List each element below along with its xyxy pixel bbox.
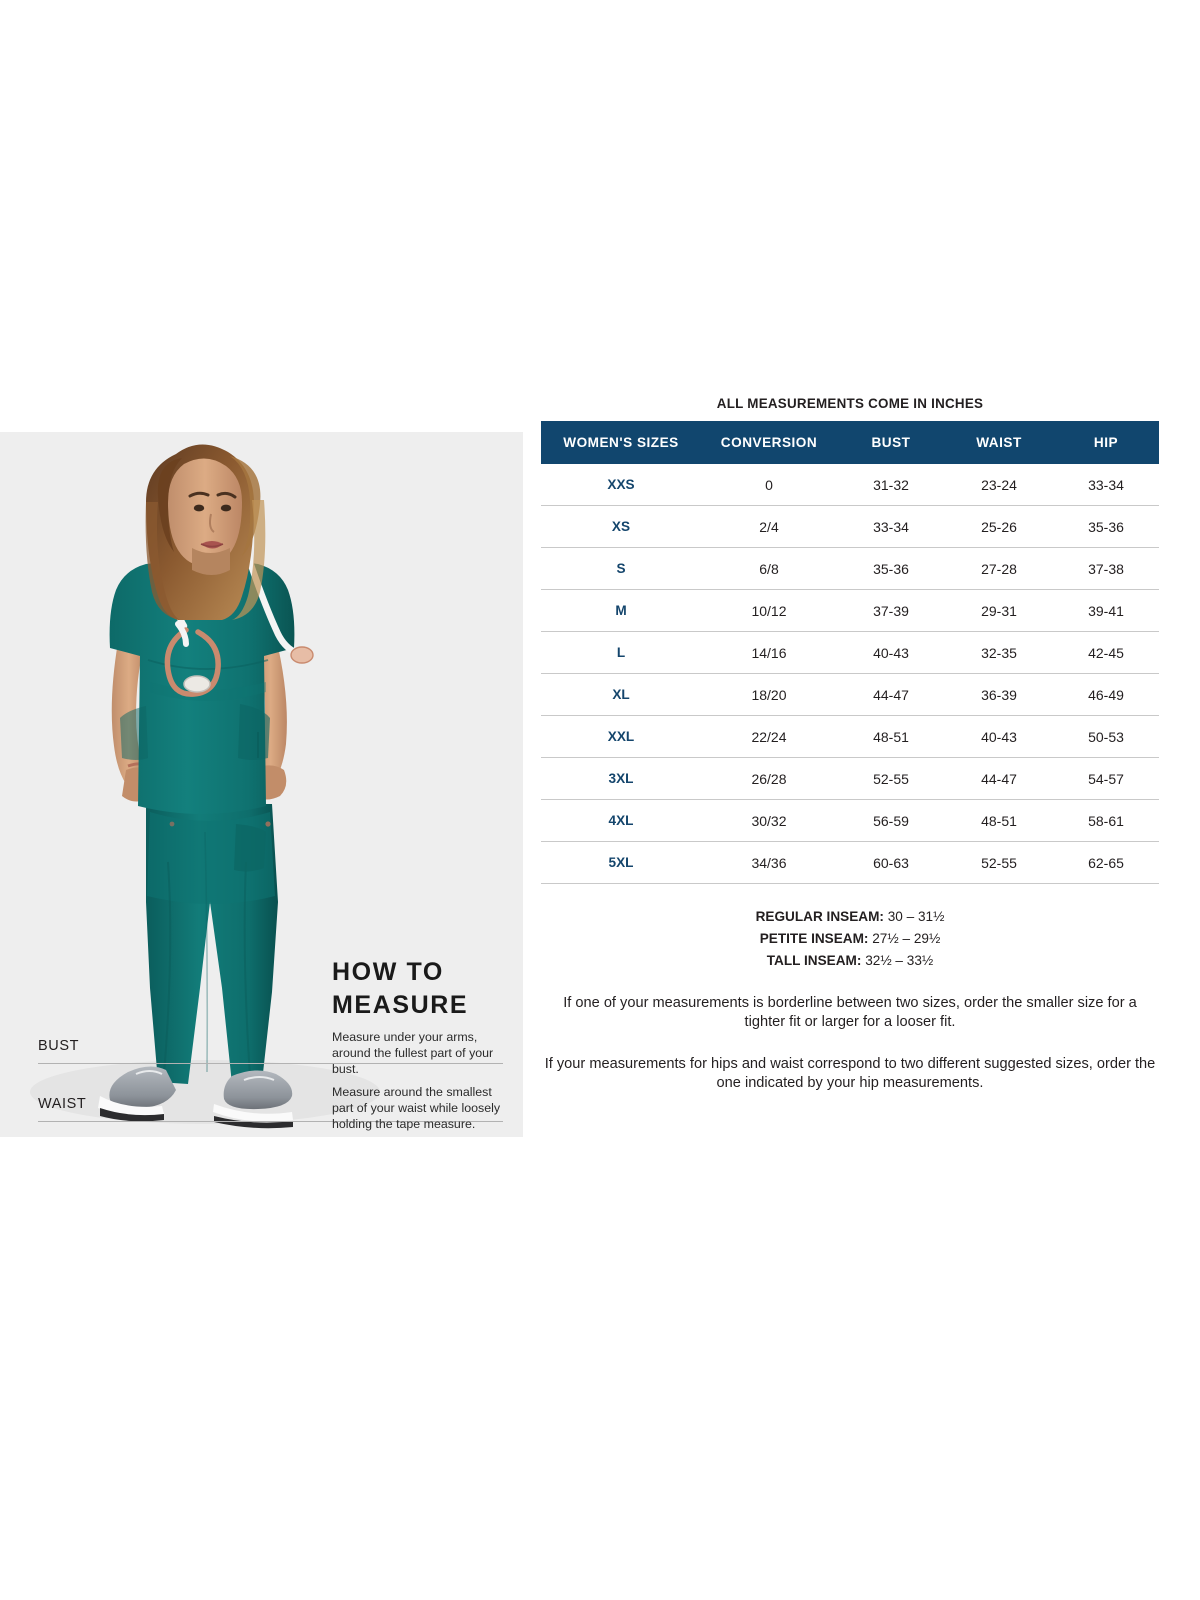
inseam-value: 30 – 31½ bbox=[887, 909, 945, 924]
size-chart-body: XXS 0 31-32 23-24 33-34 XS 2/4 33-34 25-26 35-36 S… bbox=[541, 464, 1159, 884]
measure-description-waist: Measure around the smallest part of your… bbox=[332, 1085, 501, 1132]
hip-value: 33-34 bbox=[1053, 464, 1159, 506]
measure-label-waist: WAIST bbox=[38, 1096, 87, 1112]
hip-value: 54-57 bbox=[1053, 757, 1159, 800]
waist-value: 29-31 bbox=[945, 589, 1053, 632]
leader-line-waist bbox=[38, 1121, 503, 1122]
waist-value: 44-47 bbox=[945, 757, 1053, 800]
column-header-conversion: CONVERSION bbox=[701, 421, 837, 464]
size-label: XS bbox=[541, 505, 701, 548]
hip-value: 39-41 bbox=[1053, 589, 1159, 632]
how-to-measure-panel: BUST WAIST HIP INSEAM HOW TO MEASURE Mea… bbox=[0, 432, 523, 1137]
inseam-label: REGULAR INSEAM: bbox=[755, 909, 884, 924]
table-row: XXL 22/24 48-51 40-43 50-53 bbox=[541, 715, 1159, 758]
size-label: XXS bbox=[541, 464, 701, 506]
inseam-row: TALL INSEAM: 32½ – 33½ bbox=[541, 950, 1159, 972]
bust-value: 31-32 bbox=[837, 464, 945, 506]
conversion-value: 22/24 bbox=[701, 715, 837, 758]
bust-value: 48-51 bbox=[837, 715, 945, 758]
size-label: 4XL bbox=[541, 799, 701, 842]
table-header-row: WOMEN'S SIZES CONVERSION BUST WAIST HIP bbox=[541, 421, 1159, 464]
inseam-row: PETITE INSEAM: 27½ – 29½ bbox=[541, 928, 1159, 950]
size-label: 5XL bbox=[541, 841, 701, 884]
hip-value: 35-36 bbox=[1053, 505, 1159, 548]
size-chart-area: ALL MEASUREMENTS COME IN INCHES WOMEN'S … bbox=[541, 396, 1159, 1093]
size-chart-table: WOMEN'S SIZES CONVERSION BUST WAIST HIP … bbox=[541, 421, 1159, 884]
hip-value: 42-45 bbox=[1053, 631, 1159, 674]
conversion-value: 26/28 bbox=[701, 757, 837, 800]
conversion-value: 34/36 bbox=[701, 841, 837, 884]
size-label: XL bbox=[541, 673, 701, 716]
hip-value: 58-61 bbox=[1053, 799, 1159, 842]
inseam-notes: REGULAR INSEAM: 30 – 31½ PETITE INSEAM: 2… bbox=[541, 906, 1159, 972]
waist-value: 27-28 bbox=[945, 547, 1053, 590]
table-row: 4XL 30/32 56-59 48-51 58-61 bbox=[541, 799, 1159, 842]
inseam-row: REGULAR INSEAM: 30 – 31½ bbox=[541, 906, 1159, 928]
size-label: M bbox=[541, 589, 701, 632]
conversion-value: 18/20 bbox=[701, 673, 837, 716]
table-row: M 10/12 37-39 29-31 39-41 bbox=[541, 589, 1159, 632]
column-header-bust: BUST bbox=[837, 421, 945, 464]
waist-value: 32-35 bbox=[945, 631, 1053, 674]
chart-title: ALL MEASUREMENTS COME IN INCHES bbox=[716, 396, 984, 411]
bust-value: 52-55 bbox=[837, 757, 945, 800]
column-header-waist: WAIST bbox=[945, 421, 1053, 464]
size-label: L bbox=[541, 631, 701, 674]
waist-value: 36-39 bbox=[945, 673, 1053, 716]
waist-value: 48-51 bbox=[945, 799, 1053, 842]
inseam-value: 27½ – 29½ bbox=[872, 931, 941, 947]
waist-value: 52-55 bbox=[945, 841, 1053, 884]
leader-line-bust bbox=[38, 1063, 503, 1064]
table-row: S 6/8 35-36 27-28 37-38 bbox=[541, 547, 1159, 590]
table-row: XS 2/4 33-34 25-26 35-36 bbox=[541, 505, 1159, 548]
table-row: XXS 0 31-32 23-24 33-34 bbox=[541, 464, 1159, 506]
sizing-note-borderline: If one of your measurements is borderlin… bbox=[563, 995, 1137, 1031]
conversion-value: 0 bbox=[701, 464, 837, 506]
inseam-label: PETITE INSEAM: bbox=[759, 931, 869, 947]
bust-value: 60-63 bbox=[837, 841, 945, 884]
bust-value: 35-36 bbox=[837, 547, 945, 590]
conversion-value: 2/4 bbox=[701, 505, 837, 548]
bust-value: 37-39 bbox=[837, 589, 945, 632]
table-row: 5XL 34/36 60-63 52-55 62-65 bbox=[541, 841, 1159, 884]
hip-value: 62-65 bbox=[1053, 841, 1159, 884]
size-label: S bbox=[541, 547, 701, 590]
model-figure-illustration bbox=[0, 432, 523, 1137]
bust-value: 40-43 bbox=[837, 631, 945, 674]
hip-value: 46-49 bbox=[1053, 673, 1159, 716]
conversion-value: 30/32 bbox=[701, 799, 837, 842]
bust-value: 56-59 bbox=[837, 799, 945, 842]
inseam-label: TALL INSEAM: bbox=[766, 953, 862, 969]
table-row: XL 18/20 44-47 36-39 46-49 bbox=[541, 673, 1159, 716]
conversion-value: 10/12 bbox=[701, 589, 837, 632]
measure-description-bust: Measure under your arms, around the full… bbox=[332, 1030, 494, 1077]
measure-label-bust: BUST bbox=[38, 1038, 80, 1054]
sizing-note-hip-priority: If your measurements for hips and waist … bbox=[544, 1055, 1156, 1091]
waist-value: 23-24 bbox=[945, 464, 1053, 506]
waist-value: 40-43 bbox=[945, 715, 1053, 758]
hip-value: 37-38 bbox=[1053, 547, 1159, 590]
column-header-womens-sizes: WOMEN'S SIZES bbox=[541, 421, 701, 464]
hip-value: 50-53 bbox=[1053, 715, 1159, 758]
size-label: 3XL bbox=[541, 757, 701, 800]
bust-value: 44-47 bbox=[837, 673, 945, 716]
conversion-value: 14/16 bbox=[701, 631, 837, 674]
waist-value: 25-26 bbox=[945, 505, 1053, 548]
how-to-measure-title: HOW TO MEASURE bbox=[332, 958, 469, 1019]
bust-value: 33-34 bbox=[837, 505, 945, 548]
inseam-value: 32½ – 33½ bbox=[865, 953, 934, 969]
column-header-hip: HIP bbox=[1053, 421, 1159, 464]
table-row: L 14/16 40-43 32-35 42-45 bbox=[541, 631, 1159, 674]
size-label: XXL bbox=[541, 715, 701, 758]
table-row: 3XL 26/28 52-55 44-47 54-57 bbox=[541, 757, 1159, 800]
conversion-value: 6/8 bbox=[701, 547, 837, 590]
